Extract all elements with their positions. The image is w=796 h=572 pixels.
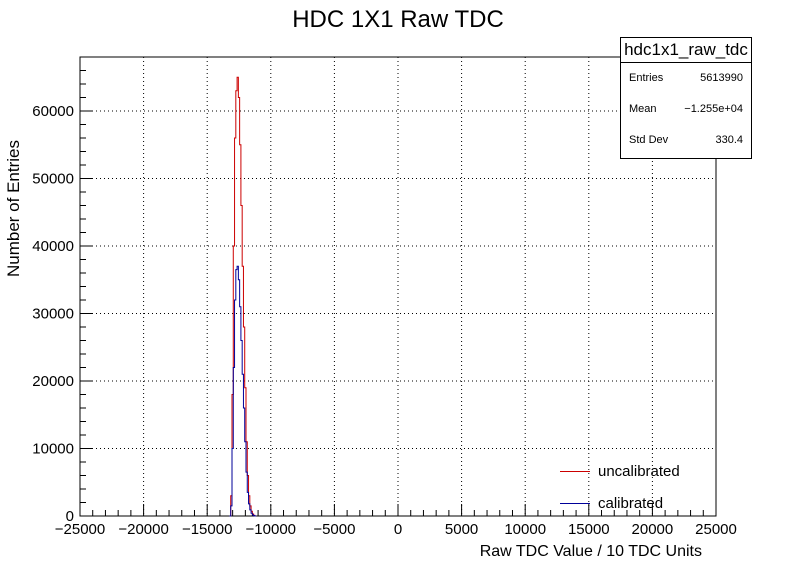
y-tick-label: 40000 <box>32 238 74 255</box>
y-axis-label: Number of Entries <box>4 140 23 277</box>
y-tick-label: 60000 <box>32 103 74 120</box>
x-tick-label: 5000 <box>445 521 478 538</box>
legend-label-uncalibrated: uncalibrated <box>598 462 680 480</box>
stats-stddev-label: Std Dev <box>629 134 669 146</box>
stats-histogram-name: hdc1x1_raw_tdc <box>621 38 751 63</box>
stats-stddev-value: 330.4 <box>715 134 743 146</box>
stats-box: hdc1x1_raw_tdc Entries 5613990 Mean −1.2… <box>620 37 752 159</box>
chart-title: HDC 1X1 Raw TDC <box>292 6 504 33</box>
y-tick-label: 30000 <box>32 306 74 323</box>
y-tick-label: 20000 <box>32 373 74 390</box>
x-tick-label: 20000 <box>632 521 674 538</box>
series-line-calibrated <box>229 265 257 517</box>
legend: uncalibrated calibrated <box>560 455 710 519</box>
stats-mean-label: Mean <box>629 103 657 115</box>
stats-entries-value: 5613990 <box>700 72 743 84</box>
y-tick-label: 0 <box>66 508 74 525</box>
x-axis-label: Raw TDC Value / 10 TDC Units <box>480 543 702 560</box>
legend-item-calibrated: calibrated <box>560 487 710 519</box>
x-tick-label: 25000 <box>695 521 737 538</box>
stats-entries-label: Entries <box>629 72 664 84</box>
x-tick-label: −15000 <box>182 521 232 538</box>
legend-label-calibrated: calibrated <box>598 494 664 512</box>
stats-mean-value: −1.255e+04 <box>684 103 743 115</box>
x-tick-label: 15000 <box>568 521 610 538</box>
stats-row-entries: Entries 5613990 <box>621 63 751 94</box>
y-tick-label: 10000 <box>32 441 74 458</box>
x-tick-label: −20000 <box>118 521 168 538</box>
x-tick-label: 0 <box>394 521 402 538</box>
legend-swatch-calibrated <box>560 502 590 504</box>
series-line-uncalibrated <box>229 76 257 517</box>
stats-row-stddev: Std Dev 330.4 <box>621 125 751 156</box>
stats-row-mean: Mean −1.255e+04 <box>621 94 751 125</box>
x-tick-label: −25000 <box>55 521 105 538</box>
x-tick-label: −5000 <box>313 521 355 538</box>
y-tick-label: 50000 <box>32 171 74 188</box>
x-tick-label: 10000 <box>504 521 546 538</box>
x-tick-label: −10000 <box>246 521 296 538</box>
legend-swatch-uncalibrated <box>560 470 590 472</box>
legend-item-uncalibrated: uncalibrated <box>560 455 710 487</box>
